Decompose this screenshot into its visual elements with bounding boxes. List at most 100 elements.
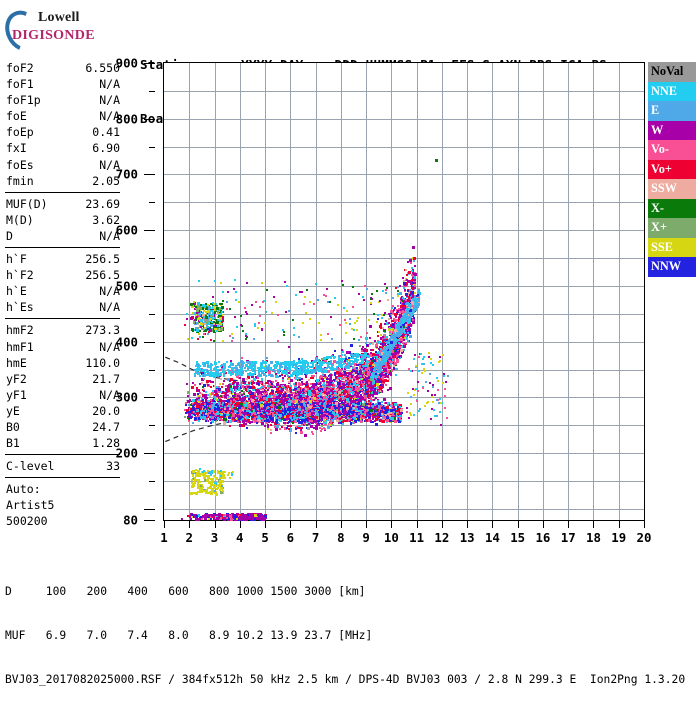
ionogram-plot-area[interactable] [163,62,645,521]
param-row: h`E N/A [0,283,128,299]
echo-point [315,382,319,386]
echo-point [402,345,406,349]
echo-point [222,402,225,405]
gridline-vertical [467,63,469,520]
echo-point [407,297,410,300]
param-value: 33 [106,459,120,474]
echo-point [298,421,302,424]
param-key: D [6,228,13,243]
param-key: foE [6,109,27,124]
auto-scaler-line: Artist5 [6,498,55,513]
echo-point [269,429,272,432]
param-value: N/A [99,157,120,172]
echo-point [255,375,259,379]
echo-point [406,296,409,299]
echo-point [300,431,304,435]
param-key: h`Es [6,300,34,315]
echo-point [398,284,401,287]
gridline-horizontal [164,146,644,148]
echo-point [391,319,394,322]
echo-point [315,398,318,401]
echo-point [231,391,234,394]
echo-point [202,394,205,396]
echo-point [292,422,295,425]
param-row: yF1 N/A [0,387,128,403]
gridline-horizontal [164,425,644,427]
echo-point [351,397,354,399]
echo-point [338,369,341,372]
echo-point [238,389,241,392]
param-row: h`F2 256.5 [0,267,128,283]
gridline-horizontal [164,174,644,176]
ionospheric-parameters-panel: foF2 6.550 foF1 N/A foF1p N/A foE N/A foEp 0.41 fx… [0,60,128,530]
gridline-vertical [618,63,620,520]
echo-point [332,423,334,426]
echo-point [336,373,339,376]
echo-point [402,349,405,351]
echo-point [318,398,321,400]
echo-point [300,357,303,360]
gridline-horizontal [164,258,644,260]
echo-point [365,344,368,347]
param-row: h`F 256.5 [0,251,128,267]
echo-point [374,398,376,401]
logo-lowell-text: Lowell [38,10,80,25]
echo-point [410,267,413,269]
echo-point [263,393,266,396]
echo-point [409,334,413,338]
echo-point [361,348,364,351]
echo-point [309,393,312,396]
gridline-vertical [315,63,317,520]
echo-point [199,382,202,385]
gridline-vertical [214,63,216,520]
gridline-vertical [593,63,595,520]
echo-point [332,381,335,384]
param-row: hmF1 N/A [0,339,128,355]
echo-point [365,332,368,335]
param-row: foF1 N/A [0,76,128,92]
echo-point [227,389,230,392]
echo-point [293,382,295,385]
gridline-vertical [366,63,368,520]
echo-scatter-points [164,63,644,521]
echo-point [256,377,259,380]
echo-point [410,274,413,277]
echo-point [313,374,316,377]
param-value: N/A [99,228,120,243]
echo-point [266,392,269,395]
echo-point [206,394,209,397]
gridline-horizontal [164,480,644,482]
logo-digisonde-text: DIGISONDE [12,28,95,43]
echo-point [270,423,273,426]
echo-point [288,386,291,389]
echo-point [397,354,400,357]
echo-point [210,385,213,388]
echo-point [270,385,273,388]
echo-point [329,376,332,379]
echo-point [186,395,189,398]
param-value: N/A [99,300,120,315]
echo-point [266,389,269,392]
echo-point [304,376,307,379]
param-separator [5,454,120,456]
echo-point [263,400,266,403]
lowell-digisonde-logo: Lowell DIGISONDE [0,4,126,58]
echo-point [267,383,271,387]
param-key: C-level [6,459,55,474]
echo-point [408,323,412,327]
echo-point [199,392,202,395]
echo-point [383,367,386,370]
echo-point [341,378,344,381]
echo-point [315,425,319,429]
echo-point [383,312,386,315]
echo-point [405,274,408,277]
echo-point [390,368,393,371]
echo-point [288,377,290,380]
echo-point [383,397,387,401]
gridline-horizontal [164,508,644,510]
param-row: fxI 6.90 [0,140,128,156]
echo-point [213,384,216,387]
echo-point [208,379,211,382]
gridline-horizontal [164,90,644,92]
echo-point [413,272,417,276]
